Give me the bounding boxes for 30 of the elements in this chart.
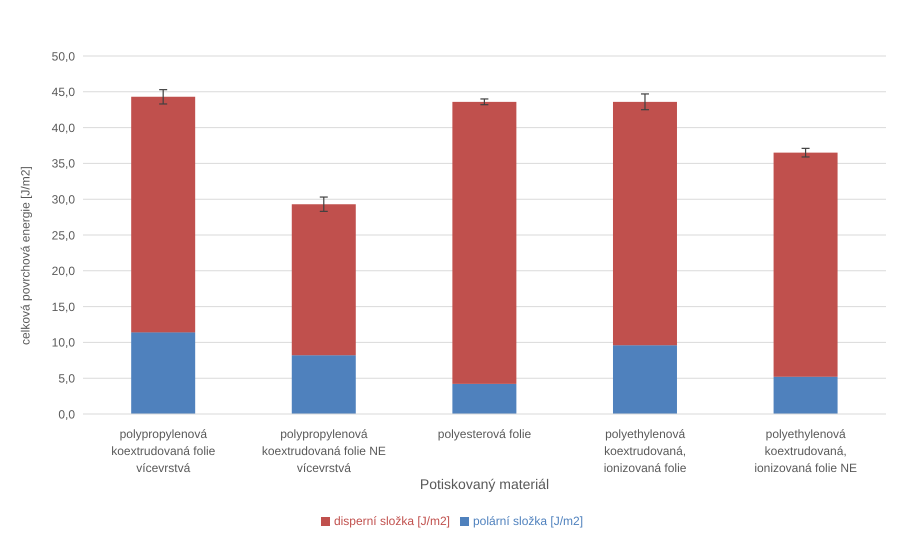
x-tick-label: polyethylenová koextrudovaná, ionizovaná folie <box>604 427 687 475</box>
x-tick-label: polyethylenová koextrudovaná, ionizovaná folie NE <box>754 427 858 475</box>
y-tick-label: 0,0 <box>58 407 76 422</box>
bar <box>774 376 838 414</box>
bar <box>452 102 516 384</box>
bar <box>292 204 356 356</box>
y-tick-label: 35,0 <box>52 156 76 171</box>
legend-label: disperní složka [J/m2] <box>334 514 450 528</box>
y-tick-label: 30,0 <box>52 192 76 206</box>
y-tick-label: 10,0 <box>52 336 76 350</box>
bar <box>774 152 838 377</box>
x-tick-label: polyesterová folie <box>438 427 532 441</box>
y-tick-label: 40,0 <box>52 120 76 135</box>
y-tick-label: 50,0 <box>52 49 76 64</box>
bar <box>452 384 516 414</box>
bar <box>612 345 677 414</box>
bar <box>131 332 196 414</box>
y-axis-title: celková povrchová energie [J/m2] <box>18 166 32 345</box>
x-tick-label: polypropylenová koextrudovaná folie vícevrstvá <box>111 427 216 475</box>
y-tick-label: 25,0 <box>52 228 76 242</box>
legend-label: polární složka [J/m2] <box>473 514 584 528</box>
x-tick-label: polypropylenová koextrudovaná folie NE vícevrstvá <box>262 427 386 475</box>
y-tick-label: 45,0 <box>52 85 76 100</box>
y-tick-label: 5,0 <box>58 371 76 386</box>
bar <box>131 96 196 332</box>
bar <box>612 102 677 346</box>
bar <box>292 355 356 414</box>
x-axis-title: Potiskovaný materiál <box>420 476 550 492</box>
y-tick-label: 20,0 <box>52 264 76 278</box>
y-tick-label: 15,0 <box>52 300 76 314</box>
